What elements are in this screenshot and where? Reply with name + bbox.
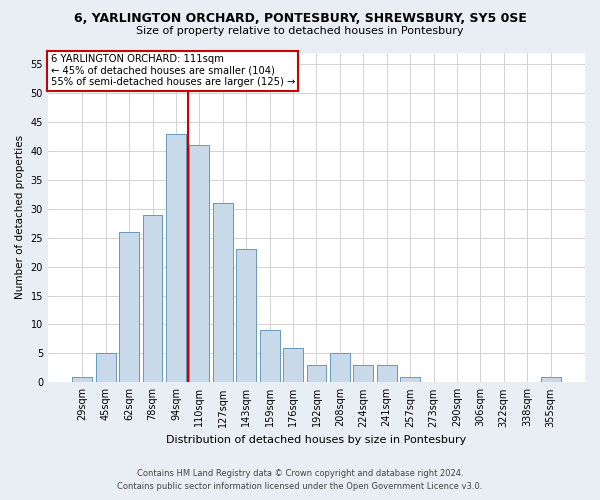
Bar	[166, 134, 186, 382]
Bar	[236, 249, 256, 382]
Bar	[377, 365, 397, 382]
Text: Contains HM Land Registry data © Crown copyright and database right 2024.
Contai: Contains HM Land Registry data © Crown c…	[118, 469, 482, 491]
Bar	[96, 354, 116, 382]
Y-axis label: Number of detached properties: Number of detached properties	[15, 136, 25, 300]
Bar	[213, 203, 233, 382]
Bar	[330, 354, 350, 382]
Bar	[260, 330, 280, 382]
Text: Size of property relative to detached houses in Pontesbury: Size of property relative to detached ho…	[136, 26, 464, 36]
Bar	[307, 365, 326, 382]
Text: 6 YARLINGTON ORCHARD: 111sqm
← 45% of detached houses are smaller (104)
55% of s: 6 YARLINGTON ORCHARD: 111sqm ← 45% of de…	[50, 54, 295, 88]
X-axis label: Distribution of detached houses by size in Pontesbury: Distribution of detached houses by size …	[166, 435, 467, 445]
Bar	[283, 348, 303, 382]
Bar	[119, 232, 139, 382]
Text: 6, YARLINGTON ORCHARD, PONTESBURY, SHREWSBURY, SY5 0SE: 6, YARLINGTON ORCHARD, PONTESBURY, SHREW…	[74, 12, 526, 26]
Bar	[190, 145, 209, 382]
Bar	[73, 376, 92, 382]
Bar	[353, 365, 373, 382]
Bar	[143, 214, 163, 382]
Bar	[541, 376, 560, 382]
Bar	[400, 376, 420, 382]
